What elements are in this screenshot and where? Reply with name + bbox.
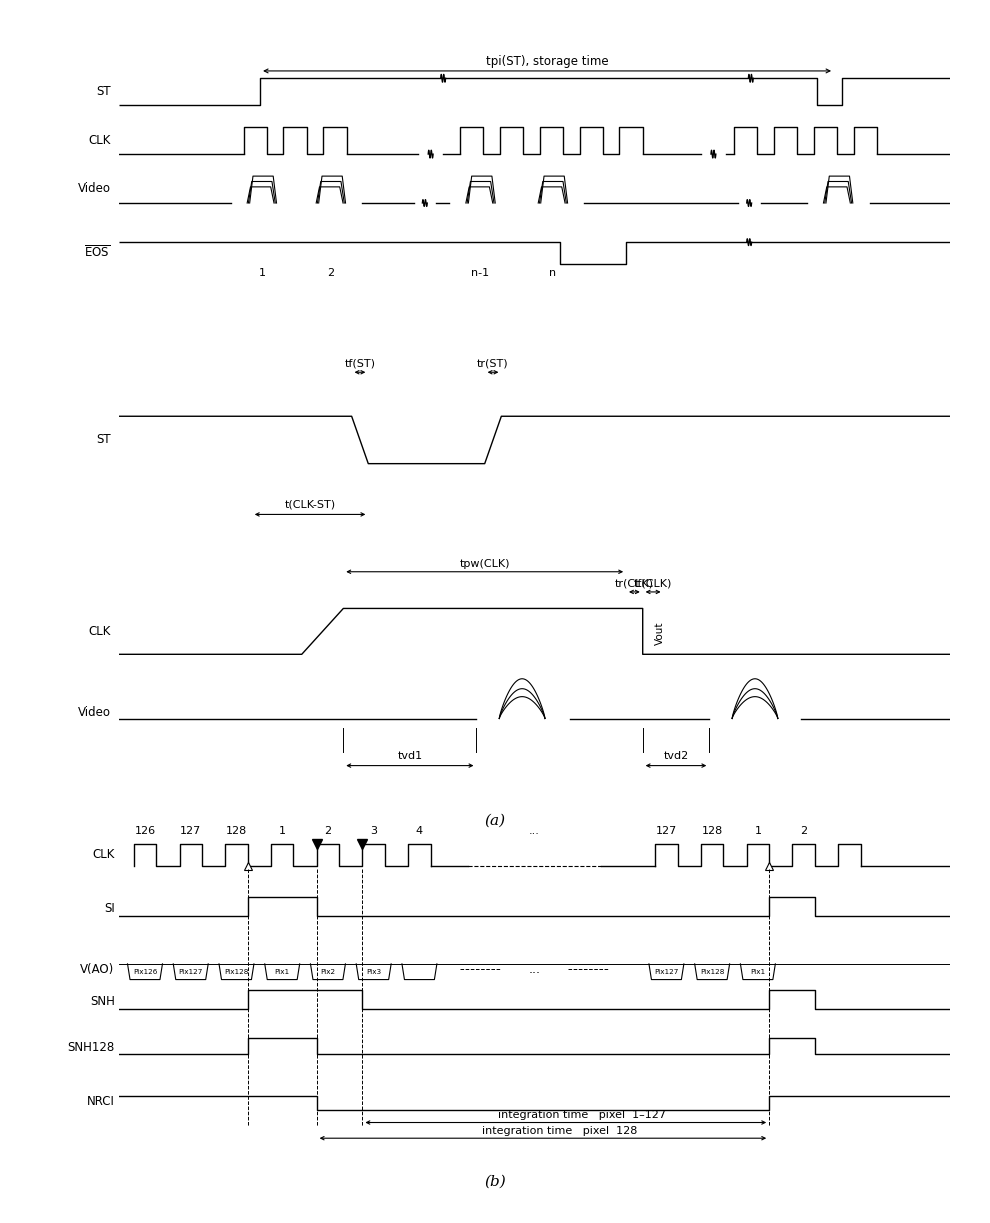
Text: tvd1: tvd1 bbox=[397, 751, 423, 761]
Text: integration time   pixel  1–127: integration time pixel 1–127 bbox=[498, 1110, 666, 1120]
Text: tr(ST): tr(ST) bbox=[477, 358, 509, 369]
Text: tr(CLK): tr(CLK) bbox=[615, 578, 653, 588]
Text: $\overline{\rm EOS}$: $\overline{\rm EOS}$ bbox=[84, 245, 111, 259]
Text: SNH: SNH bbox=[90, 994, 115, 1008]
Text: Pix1: Pix1 bbox=[750, 969, 765, 975]
Text: n-1: n-1 bbox=[471, 268, 490, 278]
Text: ST: ST bbox=[96, 86, 111, 98]
Text: SI: SI bbox=[104, 903, 115, 915]
Text: SNH128: SNH128 bbox=[67, 1041, 115, 1054]
Text: Video: Video bbox=[77, 706, 111, 719]
Text: Vout: Vout bbox=[655, 623, 665, 646]
Text: tf(CLK): tf(CLK) bbox=[634, 578, 672, 588]
Text: (a): (a) bbox=[484, 813, 506, 827]
Text: 1: 1 bbox=[279, 826, 286, 835]
Text: CLK: CLK bbox=[88, 625, 111, 638]
Text: CLK: CLK bbox=[92, 849, 115, 861]
Text: CLK: CLK bbox=[88, 135, 111, 147]
Text: Pix3: Pix3 bbox=[366, 969, 381, 975]
Text: tvd2: tvd2 bbox=[663, 751, 689, 761]
Text: Pix126: Pix126 bbox=[133, 969, 157, 975]
Text: Pix127: Pix127 bbox=[654, 969, 678, 975]
Text: 2: 2 bbox=[328, 268, 335, 278]
Text: 127: 127 bbox=[180, 826, 201, 835]
Text: 3: 3 bbox=[370, 826, 377, 835]
Text: (b): (b) bbox=[484, 1175, 506, 1189]
Text: 128: 128 bbox=[702, 826, 723, 835]
Text: Pix128: Pix128 bbox=[700, 969, 725, 975]
Text: ST: ST bbox=[96, 433, 111, 446]
Text: Pix128: Pix128 bbox=[225, 969, 248, 975]
Text: 4: 4 bbox=[416, 826, 423, 835]
Text: NRCI: NRCI bbox=[87, 1095, 115, 1108]
Text: 127: 127 bbox=[655, 826, 677, 835]
Text: Pix127: Pix127 bbox=[178, 969, 203, 975]
Text: ...: ... bbox=[529, 963, 541, 976]
Text: 1: 1 bbox=[258, 268, 265, 278]
Text: tpw(CLK): tpw(CLK) bbox=[459, 559, 510, 569]
Text: 2: 2 bbox=[325, 826, 332, 835]
Text: Pix1: Pix1 bbox=[274, 969, 290, 975]
Text: 1: 1 bbox=[754, 826, 761, 835]
Text: tf(ST): tf(ST) bbox=[345, 358, 375, 369]
Text: 126: 126 bbox=[135, 826, 155, 835]
Text: n: n bbox=[549, 268, 556, 278]
Text: V(AO): V(AO) bbox=[80, 963, 115, 976]
Text: 2: 2 bbox=[800, 826, 807, 835]
Text: 128: 128 bbox=[226, 826, 248, 835]
Text: t(CLK-ST): t(CLK-ST) bbox=[284, 500, 336, 510]
Text: tpi(ST), storage time: tpi(ST), storage time bbox=[486, 55, 609, 68]
Text: integration time   pixel  128: integration time pixel 128 bbox=[482, 1126, 638, 1136]
Text: ...: ... bbox=[530, 826, 540, 835]
Text: Pix2: Pix2 bbox=[321, 969, 336, 975]
Text: Video: Video bbox=[77, 182, 111, 194]
